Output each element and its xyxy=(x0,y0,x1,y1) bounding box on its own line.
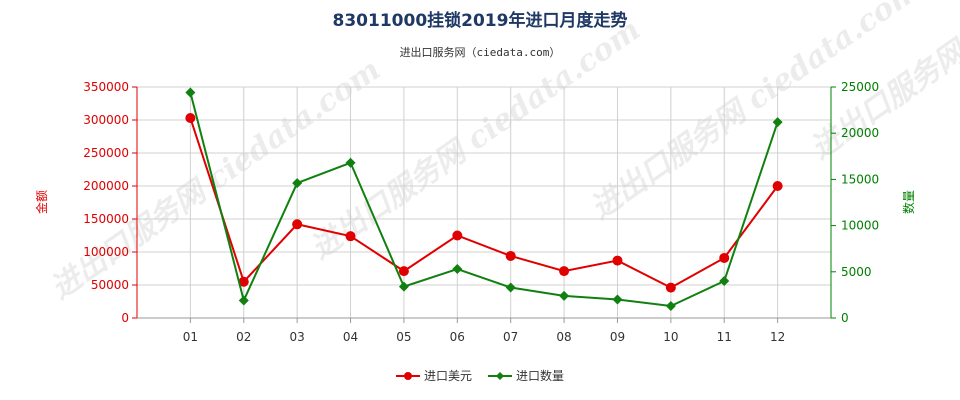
data-point-quantity xyxy=(238,295,249,306)
x-tick-label: 11 xyxy=(717,330,732,344)
series-line-quantity xyxy=(189,92,779,308)
right-tick-label: 10000 xyxy=(841,219,879,233)
data-point-quantity xyxy=(772,117,783,128)
legend-marker xyxy=(404,372,412,380)
right-tick-label: 20000 xyxy=(841,126,879,140)
data-point-amount xyxy=(772,181,783,191)
left-axis-ticks: 0 50000 100000 150000 200000 250000 300000 3500… xyxy=(83,80,137,325)
right-tick-label: 15000 xyxy=(841,172,879,186)
right-tick-label: 5000 xyxy=(841,265,872,279)
legend-label: 进口数量 xyxy=(516,368,564,383)
data-point-amount xyxy=(185,113,196,124)
x-tick-label: 03 xyxy=(290,330,305,344)
data-point-quantity xyxy=(398,281,409,292)
x-tick-label: 12 xyxy=(770,330,785,344)
data-point-amount xyxy=(238,276,249,287)
left-tick-label: 200000 xyxy=(83,179,129,193)
x-tick-label: 07 xyxy=(503,330,518,344)
data-point-amount xyxy=(345,231,356,242)
data-point-quantity xyxy=(345,157,356,168)
axes xyxy=(136,87,832,319)
x-tick-label: 10 xyxy=(663,330,678,344)
legend[interactable]: 进口美元 进口数量 xyxy=(396,368,564,383)
data-point-quantity xyxy=(292,178,303,189)
left-tick-label: 100000 xyxy=(83,245,129,259)
data-point-amount xyxy=(665,282,676,293)
data-point-quantity xyxy=(612,294,623,305)
left-tick-label: 350000 xyxy=(83,80,129,94)
series-layer xyxy=(185,87,783,311)
right-tick-label: 25000 xyxy=(841,80,879,94)
left-tick-label: 0 xyxy=(121,311,129,325)
series-line-amount xyxy=(189,117,779,289)
right-axis-label: 数量 xyxy=(901,190,916,214)
data-point-amount xyxy=(559,266,570,277)
x-tick-label: 01 xyxy=(183,330,198,344)
x-tick-label: 09 xyxy=(610,330,625,344)
data-point-quantity xyxy=(505,282,516,293)
left-tick-label: 150000 xyxy=(83,212,129,226)
data-point-quantity xyxy=(559,290,570,301)
chart-title: 83011000挂锁2019年进口月度走势 xyxy=(333,10,628,31)
legend-label: 进口美元 xyxy=(424,369,472,383)
right-tick-label: 0 xyxy=(841,311,849,325)
chart-subtitle: 进出口服务网（ciedata.com） xyxy=(400,45,561,59)
data-point-quantity xyxy=(452,264,463,275)
legend-marker xyxy=(496,372,504,380)
x-tick-label: 08 xyxy=(556,330,571,344)
x-axis-ticks: 01 02 03 04 05 06 07 08 09 10 11 12 xyxy=(183,318,785,344)
data-point-amount xyxy=(398,266,409,277)
right-axis-ticks: 0 5000 10000 15000 20000 25000 xyxy=(831,80,879,325)
x-tick-label: 06 xyxy=(450,330,465,344)
left-tick-label: 50000 xyxy=(91,278,129,292)
left-axis-label: 金额 xyxy=(34,190,49,214)
data-point-quantity xyxy=(719,276,730,287)
data-point-amount xyxy=(292,219,303,230)
data-point-amount xyxy=(452,230,463,241)
x-tick-label: 05 xyxy=(396,330,411,344)
data-point-amount xyxy=(505,250,516,261)
left-tick-label: 300000 xyxy=(83,113,129,127)
data-point-amount xyxy=(612,255,623,266)
data-point-amount xyxy=(719,252,730,263)
x-tick-label: 02 xyxy=(236,330,251,344)
x-tick-label: 04 xyxy=(343,330,358,344)
left-tick-label: 250000 xyxy=(83,146,129,160)
data-point-quantity xyxy=(665,300,676,311)
data-point-quantity xyxy=(185,87,196,98)
